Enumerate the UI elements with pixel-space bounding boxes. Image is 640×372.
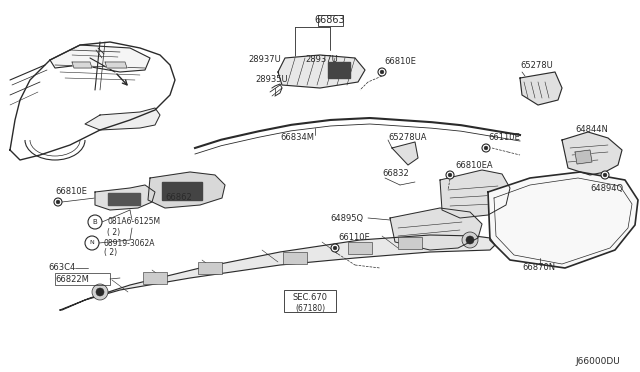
Circle shape xyxy=(484,146,488,150)
Bar xyxy=(55,273,110,285)
Bar xyxy=(143,272,167,284)
Text: 64894Q: 64894Q xyxy=(590,183,623,192)
Polygon shape xyxy=(85,108,160,130)
Circle shape xyxy=(96,288,104,296)
Circle shape xyxy=(56,200,60,204)
Circle shape xyxy=(466,236,474,244)
Polygon shape xyxy=(392,142,418,165)
Text: 28937U: 28937U xyxy=(248,55,281,64)
Text: B: B xyxy=(93,219,97,225)
Bar xyxy=(108,193,140,205)
Text: 66822M: 66822M xyxy=(55,276,89,285)
Polygon shape xyxy=(105,62,127,68)
Text: 66862: 66862 xyxy=(165,193,192,202)
Circle shape xyxy=(482,144,490,152)
Circle shape xyxy=(601,171,609,179)
Text: 66110E: 66110E xyxy=(488,134,520,142)
Text: 66863: 66863 xyxy=(315,15,346,25)
Polygon shape xyxy=(60,235,495,310)
Text: 66870N: 66870N xyxy=(522,263,555,273)
Circle shape xyxy=(54,198,62,206)
Text: 28937U: 28937U xyxy=(305,55,338,64)
Text: 66834M: 66834M xyxy=(280,134,314,142)
Bar xyxy=(317,15,342,26)
Text: 081A6-6125M: 081A6-6125M xyxy=(107,218,160,227)
Bar xyxy=(162,182,202,200)
Polygon shape xyxy=(440,170,510,218)
Polygon shape xyxy=(278,55,365,88)
Text: J66000DU: J66000DU xyxy=(575,357,620,366)
Circle shape xyxy=(604,173,607,177)
Polygon shape xyxy=(72,62,92,68)
Bar xyxy=(283,252,307,264)
Polygon shape xyxy=(148,172,225,208)
Polygon shape xyxy=(488,172,638,268)
Text: 28935U: 28935U xyxy=(255,76,287,84)
Bar xyxy=(198,262,222,274)
Polygon shape xyxy=(520,72,562,105)
Bar xyxy=(284,290,336,312)
Polygon shape xyxy=(95,185,155,210)
Circle shape xyxy=(380,70,384,74)
Circle shape xyxy=(88,215,102,229)
Text: 66832: 66832 xyxy=(382,170,409,179)
Text: 66810E: 66810E xyxy=(55,187,87,196)
Text: 65278U: 65278U xyxy=(520,61,553,70)
Text: 66810EA: 66810EA xyxy=(455,160,493,170)
Text: 64844N: 64844N xyxy=(575,125,608,135)
Text: ( 2): ( 2) xyxy=(104,248,117,257)
Text: 663C4: 663C4 xyxy=(48,263,76,273)
Text: SEC.670: SEC.670 xyxy=(292,294,328,302)
Text: 08919-3062A: 08919-3062A xyxy=(104,238,156,247)
Circle shape xyxy=(333,246,337,250)
Text: 64895Q: 64895Q xyxy=(330,214,363,222)
Bar xyxy=(398,237,422,249)
Circle shape xyxy=(85,236,99,250)
Text: 66810E: 66810E xyxy=(384,58,416,67)
Bar xyxy=(328,62,350,78)
Text: N: N xyxy=(90,241,94,246)
Text: 65278UA: 65278UA xyxy=(388,134,426,142)
Circle shape xyxy=(448,173,452,177)
Text: 66110E: 66110E xyxy=(338,234,370,243)
Polygon shape xyxy=(390,208,482,250)
Circle shape xyxy=(331,244,339,252)
Circle shape xyxy=(92,284,108,300)
Polygon shape xyxy=(575,150,592,164)
Polygon shape xyxy=(562,132,622,175)
Circle shape xyxy=(462,232,478,248)
Polygon shape xyxy=(50,45,150,72)
Text: (67180): (67180) xyxy=(295,304,325,312)
Circle shape xyxy=(446,171,454,179)
Circle shape xyxy=(378,68,386,76)
Text: ( 2): ( 2) xyxy=(107,228,120,237)
Bar xyxy=(348,242,372,254)
